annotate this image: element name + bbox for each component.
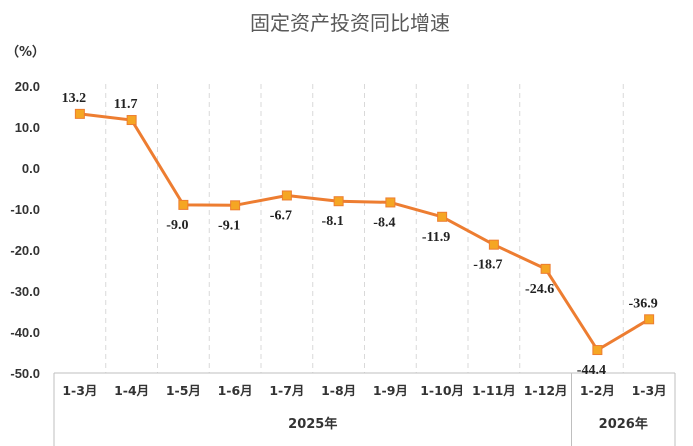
- y-tick-label: -10.0: [10, 202, 40, 217]
- data-label: 13.2: [62, 91, 87, 106]
- y-tick-label: 10.0: [15, 120, 40, 135]
- series-line: [79, 112, 650, 352]
- data-marker: [230, 200, 241, 211]
- data-label: -36.9: [629, 296, 658, 311]
- year-group-label: 2026年: [599, 416, 648, 432]
- x-axis: 1-3月 1-4月 1-5月 1-6月 1-7月 1-8月 1-9月 1-10月 1-11月 1-…: [53, 372, 676, 446]
- data-label: -6.7: [270, 208, 292, 223]
- y-tick-label: -40.0: [10, 325, 40, 340]
- x-tick-label: 1-10月: [420, 383, 464, 398]
- data-label: -8.1: [322, 214, 344, 229]
- data-label: 11.7: [114, 97, 138, 112]
- data-label: -9.0: [166, 218, 188, 233]
- x-tick-label: 1-6月: [218, 383, 253, 398]
- data-label: -24.6: [525, 282, 554, 297]
- x-tick-label: 1-7月: [269, 383, 304, 398]
- x-tick-label: 1-8月: [321, 383, 356, 398]
- data-marker: [592, 345, 603, 356]
- x-tick-label: 1-5月: [166, 383, 201, 398]
- y-tick-label: -50.0: [10, 366, 40, 381]
- y-tick-label: -30.0: [10, 284, 40, 299]
- y-tick-label: 20.0: [15, 79, 40, 94]
- data-marker: [385, 197, 396, 208]
- data-marker: [644, 314, 655, 325]
- chart-title: 固定资产投资同比增速: [250, 11, 450, 35]
- data-label: -44.4: [577, 363, 606, 378]
- data-marker: [126, 115, 137, 126]
- data-marker: [540, 263, 551, 274]
- y-tick-label: 0.0: [22, 161, 40, 176]
- data-labels: 13.2 11.7 -9.0 -9.1 -6.7 -8.1 -8.4 -11.9 -18.7 -2…: [62, 91, 658, 378]
- data-marker: [281, 190, 292, 201]
- data-label: -18.7: [473, 258, 502, 273]
- x-tick-label: 1-3月: [632, 383, 667, 398]
- gridlines: [105, 84, 624, 373]
- x-tick-label: 1-2月: [580, 383, 615, 398]
- data-marker: [74, 108, 85, 119]
- data-markers: [74, 108, 655, 356]
- y-tick-label: -20.0: [10, 243, 40, 258]
- x-tick-label: 1-11月: [472, 383, 516, 398]
- data-label: -9.1: [218, 218, 240, 233]
- x-tick-label: 1-12月: [524, 383, 568, 398]
- year-group-label: 2025年: [288, 416, 337, 432]
- data-label: -11.9: [422, 230, 450, 245]
- x-tick-label: 1-9月: [373, 383, 408, 398]
- data-marker: [178, 199, 189, 210]
- data-marker: [333, 196, 344, 207]
- x-tick-label: 1-3月: [62, 383, 97, 398]
- data-marker: [488, 239, 499, 250]
- y-axis: 20.0 10.0 0.0 -10.0 -20.0 -30.0 -40.0 -50.0: [10, 79, 40, 381]
- y-unit-label: （%）: [6, 44, 45, 60]
- data-marker: [437, 211, 448, 222]
- x-tick-label: 1-4月: [114, 383, 149, 398]
- data-label: -8.4: [373, 215, 395, 230]
